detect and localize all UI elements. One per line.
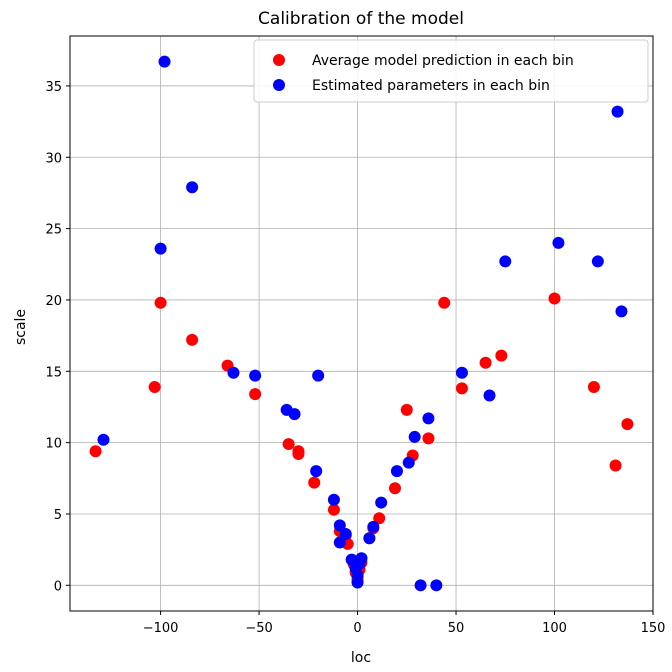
scatter-point xyxy=(430,579,443,592)
scatter-point xyxy=(249,388,262,401)
scatter-point xyxy=(186,181,199,194)
scatter-point xyxy=(375,496,388,509)
legend-marker-blue xyxy=(273,79,285,91)
scatter-point xyxy=(587,380,600,393)
scatter-point xyxy=(308,476,321,489)
scatter-point xyxy=(455,382,468,395)
scatter-point xyxy=(499,255,512,268)
scatter-point xyxy=(89,445,102,458)
scatter-point xyxy=(611,105,624,118)
scatter-point xyxy=(422,432,435,445)
scatter-point xyxy=(227,366,240,379)
data-points xyxy=(89,55,634,592)
scatter-point xyxy=(400,403,413,416)
scatter-point xyxy=(158,55,171,68)
scatter-point xyxy=(422,412,435,425)
x-tick-label: 100 xyxy=(542,621,567,636)
scatter-point xyxy=(373,512,386,525)
legend-marker-red xyxy=(273,54,285,66)
scatter-point xyxy=(548,292,561,305)
scatter-point xyxy=(621,418,634,431)
scatter-point xyxy=(438,296,451,309)
y-tick-label: 30 xyxy=(45,151,62,166)
scatter-point xyxy=(483,389,496,402)
x-tick-label: −50 xyxy=(245,621,272,636)
scatter-point xyxy=(339,527,352,540)
scatter-point xyxy=(333,519,346,532)
legend-label-average-prediction: Average model prediction in each bin xyxy=(312,53,574,69)
scatter-point xyxy=(355,552,368,565)
scatter-point xyxy=(402,456,415,469)
series-estimated-parameters xyxy=(97,55,628,592)
scatter-point xyxy=(327,503,340,516)
x-axis-label: loc xyxy=(351,650,371,666)
plot-frame xyxy=(69,35,654,612)
scatter-point xyxy=(154,296,167,309)
scatter-point xyxy=(186,333,199,346)
x-tick-label: 50 xyxy=(448,621,465,636)
scatter-point xyxy=(292,448,305,461)
y-axis-ticks: 0 5 10 15 20 25 30 35 xyxy=(45,80,70,594)
scatter-point xyxy=(390,465,403,478)
scatter-point xyxy=(367,520,380,533)
scatter-point xyxy=(282,438,295,451)
scatter-point xyxy=(97,433,110,446)
y-tick-label: 0 xyxy=(54,579,62,594)
y-tick-label: 20 xyxy=(45,294,62,309)
legend-box xyxy=(253,39,649,103)
x-axis-ticks: −100 −50 0 50 100 150 xyxy=(143,611,666,636)
scatter-point xyxy=(327,493,340,506)
scatter-point xyxy=(495,349,508,362)
scatter-point xyxy=(154,242,167,255)
y-axis-label: scale xyxy=(13,309,29,345)
scatter-point xyxy=(591,255,604,268)
scatter-point xyxy=(148,380,161,393)
scatter-point xyxy=(310,465,323,478)
scatter-point xyxy=(615,305,628,318)
scatter-point xyxy=(249,369,262,382)
x-tick-label: 150 xyxy=(641,621,666,636)
y-tick-label: 25 xyxy=(45,223,62,238)
scatter-point xyxy=(552,236,565,249)
x-tick-label: 0 xyxy=(353,621,361,636)
chart-title: Calibration of the model xyxy=(258,9,464,29)
y-tick-label: 15 xyxy=(45,365,62,380)
scatter-point xyxy=(414,579,427,592)
scatter-point xyxy=(363,532,376,545)
scatter-point xyxy=(609,459,622,472)
scatter-point xyxy=(388,482,401,495)
scatter-point xyxy=(455,366,468,379)
x-tick-label: −100 xyxy=(143,621,179,636)
y-tick-label: 10 xyxy=(45,437,62,452)
y-tick-label: 5 xyxy=(54,508,62,523)
y-tick-label: 35 xyxy=(45,80,62,95)
scatter-point xyxy=(312,369,325,382)
legend: Average model prediction in each bin Est… xyxy=(253,39,649,103)
scatter-point xyxy=(408,430,421,443)
legend-label-estimated-parameters: Estimated parameters in each bin xyxy=(312,78,550,94)
scatter-point xyxy=(351,569,364,582)
scatter-point xyxy=(333,536,346,549)
scatter-point xyxy=(479,356,492,369)
scatter-point xyxy=(288,408,301,421)
